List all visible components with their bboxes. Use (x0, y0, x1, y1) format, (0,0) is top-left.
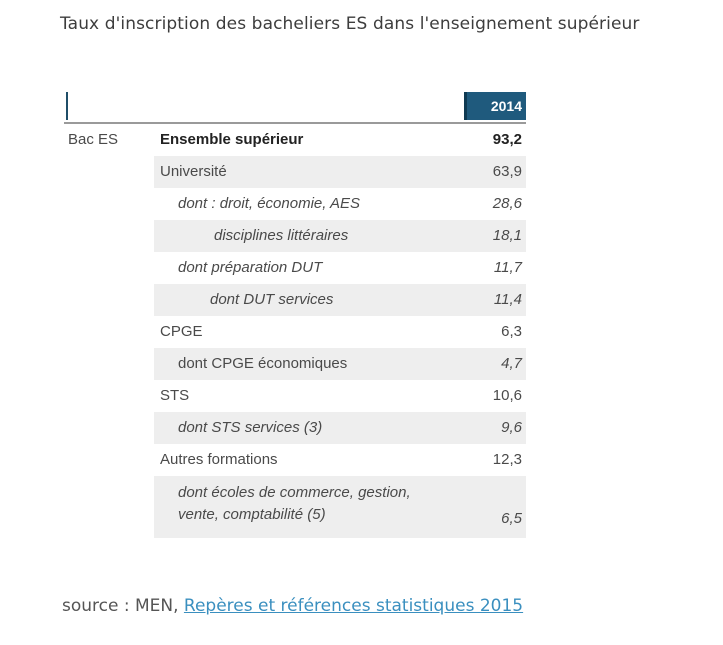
row-label: dont CPGE économiques (178, 355, 348, 372)
row-label: STS (160, 387, 190, 404)
table-row: disciplines littéraires 18,1 (64, 220, 526, 252)
row-label: Autres formations (160, 451, 278, 468)
row-label: Ensemble supérieur (160, 131, 304, 148)
group-label: Bac ES (68, 131, 119, 148)
row-value: 9,6 (501, 419, 522, 436)
enrollment-table: 2014 Bac ES Ensemble supérieur 93,2 Univ… (64, 92, 526, 538)
row-value: 11,7 (493, 259, 522, 276)
row-value: 28,6 (492, 195, 522, 212)
table-row: STS 10,6 (64, 380, 526, 412)
year-header: 2014 (464, 92, 526, 120)
row-value: 10,6 (492, 387, 522, 404)
row-label: dont STS services (3) (178, 419, 323, 436)
row-label: dont : droit, économie, AES (178, 195, 361, 212)
row-value: 6,5 (501, 510, 522, 527)
row-label: Université (160, 163, 227, 180)
page-title: Taux d'inscription des bacheliers ES dan… (60, 14, 640, 34)
row-label: dont DUT services (210, 291, 334, 308)
row-value: 4,7 (501, 355, 522, 372)
table-header: 2014 (64, 92, 526, 124)
header-marker (66, 92, 68, 120)
table-row: dont DUT services 11,4 (64, 284, 526, 316)
row-value: 11,4 (493, 291, 522, 308)
source-prefix: source : MEN, (62, 596, 184, 616)
row-label: CPGE (160, 323, 203, 340)
table-row: dont écoles de commerce, gestion, vente,… (64, 476, 526, 538)
table-row: dont préparation DUT 11,7 (64, 252, 526, 284)
row-label: dont préparation DUT (178, 259, 323, 276)
table-row: CPGE 6,3 (64, 316, 526, 348)
table-row: Université 63,9 (64, 156, 526, 188)
row-label: disciplines littéraires (214, 227, 349, 244)
row-value: 6,3 (501, 323, 522, 340)
table-row: Bac ES Ensemble supérieur 93,2 (64, 124, 526, 156)
source-link[interactable]: Repères et références statistiques 2015 (183, 596, 524, 616)
row-value: 12,3 (492, 451, 522, 468)
row-value: 63,9 (492, 163, 522, 180)
row-value: 93,2 (492, 131, 522, 148)
source-note: source : MEN, Repères et références stat… (62, 596, 523, 616)
table-row: Autres formations 12,3 (64, 444, 526, 476)
table-row: dont CPGE économiques 4,7 (64, 348, 526, 380)
row-label: dont écoles de commerce, gestion, vente,… (178, 484, 411, 523)
table-row: dont STS services (3) 9,6 (64, 412, 526, 444)
row-value: 18,1 (492, 227, 522, 244)
table-row: dont : droit, économie, AES 28,6 (64, 188, 526, 220)
